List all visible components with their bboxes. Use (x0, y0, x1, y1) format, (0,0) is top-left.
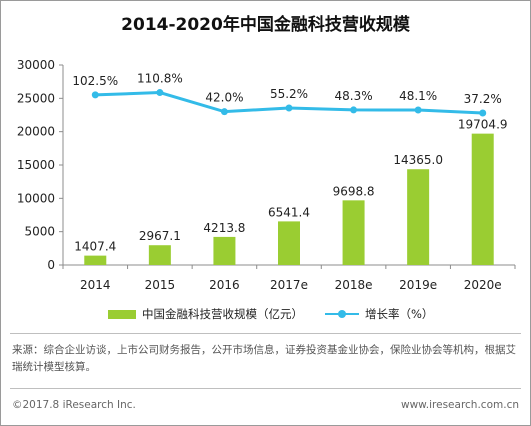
divider-top (10, 333, 521, 334)
growth-rate-label: 110.8% (137, 72, 183, 86)
bar-value-label: 14365.0 (393, 153, 443, 167)
growth-rate-label: 48.3% (335, 89, 373, 103)
x-tick-label: 2019e (399, 278, 437, 292)
y-tick-label: 0 (47, 258, 55, 272)
growth-rate-label: 55.2% (270, 87, 308, 101)
bar-value-label: 4213.8 (203, 221, 245, 235)
chart-plot-area: 1407.4 2967.1 4213.8 6541.4 9698.8 14365.0 197… (17, 58, 516, 292)
bar (471, 133, 494, 265)
legend-line-label: 增长率（%） (365, 307, 434, 321)
y-tick-label: 15000 (17, 158, 55, 172)
bar (213, 236, 236, 265)
legend-item-growth: 增长率（%） (325, 306, 433, 322)
x-tick-label: 2018e (335, 278, 373, 292)
growth-rate-point (220, 108, 228, 116)
x-axis-tick-labels: 2014 2015 2016 2017e 2018e 2019e 2020e (80, 278, 502, 292)
x-tick-label: 2014 (80, 278, 111, 292)
x-tick-label: 2016 (209, 278, 240, 292)
footer-copyright: ©2017.8 iResearch Inc. (12, 399, 136, 411)
bar-series (84, 133, 494, 265)
growth-rate-label: 42.0% (205, 91, 243, 105)
bar (84, 255, 107, 265)
y-tick-label: 25000 (17, 91, 55, 105)
legend-line-swatch (325, 310, 359, 318)
y-tick-label: 20000 (17, 125, 55, 139)
bar (278, 221, 300, 265)
growth-rate-point (156, 89, 164, 97)
growth-rate-point (91, 91, 99, 99)
growth-rate-label: 48.1% (399, 89, 437, 103)
y-tick-label: 30000 (17, 58, 55, 72)
growth-rate-label: 37.2% (464, 92, 502, 106)
growth-rate-labels: 102.5% 110.8% 42.0% 55.2% 48.3% 48.1% 37.2% (72, 72, 501, 106)
x-tick-label: 2020e (464, 278, 502, 292)
y-tick-label: 5000 (24, 225, 55, 239)
bar-value-label: 19704.9 (458, 118, 508, 132)
growth-rate-point (479, 109, 487, 117)
divider-bottom (10, 388, 521, 389)
bar-value-label: 2967.1 (139, 229, 181, 243)
legend-item-revenue: 中国金融科技营收规模（亿元） (108, 306, 303, 322)
chart-title: 2014-2020年中国金融科技营收规模 (121, 15, 410, 35)
bar (407, 169, 430, 265)
growth-rate-point (350, 106, 358, 114)
x-tick-label: 2015 (145, 278, 176, 292)
bar-value-label: 1407.4 (74, 240, 116, 254)
legend-bar-swatch (108, 309, 136, 319)
x-tick-label: 2017e (270, 278, 308, 292)
bar-value-labels: 1407.4 2967.1 4213.8 6541.4 9698.8 14365.0 197… (74, 118, 507, 254)
growth-rate-line (91, 89, 487, 117)
bar (342, 200, 365, 265)
y-axis-tick-labels: 0 5000 10000 15000 20000 25000 30000 (17, 58, 55, 272)
bar-value-label: 9698.8 (333, 184, 375, 198)
bar-value-label: 6541.4 (268, 205, 310, 219)
growth-rate-point (285, 104, 293, 112)
y-tick-label: 10000 (17, 191, 55, 205)
growth-rate-point (414, 106, 422, 114)
source-note: 来源：综合企业访谈，上市公司财务报告，公开市场信息，证券投资基金业协会，保险业协… (12, 344, 516, 373)
legend-bar-label: 中国金融科技营收规模（亿元） (142, 307, 303, 321)
bar (148, 245, 171, 265)
footer-website: www.iresearch.com.cn (400, 399, 519, 411)
growth-rate-label: 102.5% (72, 74, 118, 88)
